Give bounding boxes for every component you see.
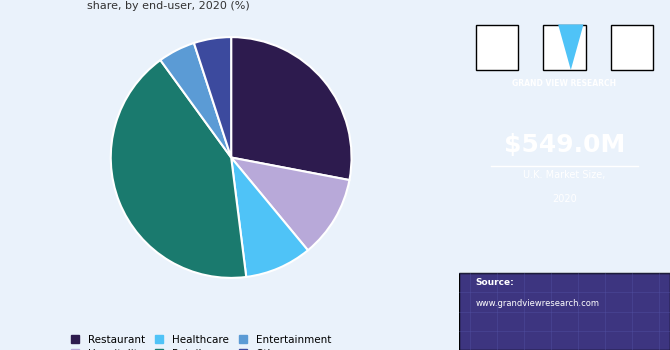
Polygon shape: [558, 25, 584, 70]
Wedge shape: [160, 43, 231, 158]
Text: U.K. Market Size,: U.K. Market Size,: [523, 170, 606, 180]
Text: GRAND VIEW RESEARCH: GRAND VIEW RESEARCH: [513, 79, 616, 88]
Text: share, by end-user, 2020 (%): share, by end-user, 2020 (%): [86, 1, 249, 11]
Wedge shape: [231, 37, 352, 180]
Legend: Restaurant, Hospitality, Healthcare, Retail, Entertainment, Others: Restaurant, Hospitality, Healthcare, Ret…: [67, 330, 335, 350]
FancyBboxPatch shape: [611, 25, 653, 70]
Wedge shape: [231, 158, 350, 250]
Wedge shape: [194, 37, 231, 158]
FancyBboxPatch shape: [459, 273, 670, 350]
Text: www.grandviewresearch.com: www.grandviewresearch.com: [476, 299, 600, 308]
Wedge shape: [111, 60, 247, 278]
FancyBboxPatch shape: [476, 25, 518, 70]
Text: $549.0M: $549.0M: [504, 133, 625, 157]
Text: 2020: 2020: [552, 194, 577, 204]
Text: Source:: Source:: [476, 278, 515, 287]
FancyBboxPatch shape: [543, 25, 586, 70]
Wedge shape: [231, 158, 308, 277]
